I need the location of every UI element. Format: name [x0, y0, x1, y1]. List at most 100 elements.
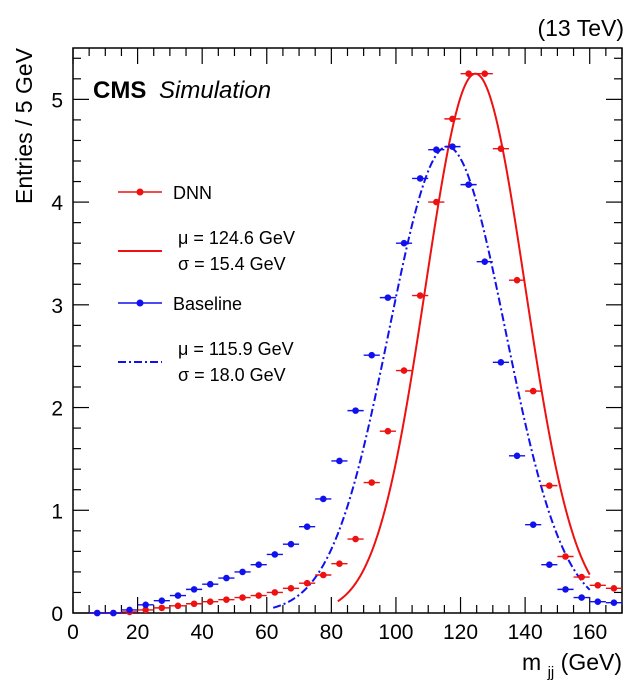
- baseline-point: [562, 586, 569, 593]
- dnn-point: [465, 70, 472, 77]
- x-tick-label: 160: [572, 621, 607, 644]
- x-axis-label-main: m: [522, 649, 541, 675]
- baseline-point: [271, 551, 279, 558]
- dnn-point: [174, 602, 182, 610]
- data-points: [89, 70, 622, 617]
- dnn-point: [368, 479, 376, 486]
- x-tick-label: 20: [126, 621, 149, 644]
- baseline-point: [142, 601, 149, 609]
- dnn-point: [206, 598, 214, 605]
- x-tick-label: 60: [255, 621, 278, 644]
- x-axis-label-subscript: jj: [547, 664, 555, 681]
- baseline-point: [126, 606, 133, 614]
- baseline-point: [400, 239, 408, 247]
- dnn-point: [433, 198, 440, 206]
- y-tick-label: 3: [51, 295, 63, 318]
- fit-curves: [272, 72, 591, 609]
- x-tick-label: 100: [378, 621, 413, 644]
- legend: DNN μ = 124.6 GeV σ = 15.4 GeV Baseline …: [118, 183, 295, 385]
- baseline-point: [303, 523, 311, 531]
- dnn-point: [255, 592, 262, 599]
- x-tick-label: 40: [190, 621, 213, 644]
- dnn-point: [449, 115, 456, 123]
- y-tick-label: 4: [51, 192, 63, 215]
- baseline-point: [255, 561, 262, 569]
- baseline-point: [336, 457, 343, 465]
- legend-baseline-mu: μ = 115.9 GeV: [178, 339, 294, 359]
- y-axis-label: Entries / 5 GeV: [11, 47, 37, 204]
- dnn-point: [239, 594, 246, 601]
- baseline-point: [594, 598, 602, 605]
- dnn-point: [158, 604, 166, 612]
- dnn-point: [223, 596, 230, 603]
- legend-dnn-marker-dot: [136, 188, 144, 196]
- dnn-point: [400, 367, 408, 374]
- baseline-point: [433, 146, 440, 153]
- baseline-point: [416, 175, 424, 182]
- legend-baseline-sigma: σ = 18.0 GeV: [178, 365, 286, 385]
- dnn-point: [546, 482, 553, 489]
- dnn-point: [303, 579, 311, 587]
- baseline-point: [174, 592, 182, 599]
- baseline-point: [497, 359, 505, 366]
- cms-label-italic: Simulation: [159, 77, 271, 104]
- baseline-point: [110, 609, 117, 617]
- baseline-point: [93, 609, 101, 617]
- baseline-point: [610, 599, 618, 607]
- dnn-point: [271, 589, 279, 596]
- y-tick-label: 5: [51, 89, 63, 112]
- baseline-point: [190, 586, 198, 593]
- legend-baseline-label: Baseline: [173, 294, 242, 314]
- dnn-point: [481, 70, 489, 77]
- baseline-point: [384, 294, 392, 301]
- dnn-point: [287, 585, 295, 592]
- dnn-point: [336, 560, 343, 567]
- baseline-point: [513, 452, 521, 460]
- dnn-point: [594, 581, 602, 589]
- x-axis-label: m jj (GeV): [522, 649, 622, 682]
- dnn-point: [384, 427, 392, 435]
- x-tick-label: 80: [320, 621, 343, 644]
- dnn-point: [142, 606, 149, 614]
- legend-dnn-mu: μ = 124.6 GeV: [178, 228, 295, 248]
- x-tick-label: 120: [443, 621, 478, 644]
- baseline-point: [223, 574, 230, 582]
- y-tick-label: 0: [51, 603, 63, 626]
- legend-baseline-marker-dot: [136, 299, 144, 307]
- legend-dnn-label: DNN: [173, 183, 212, 203]
- y-tick-label: 1: [51, 500, 63, 523]
- dnn-point: [352, 535, 359, 543]
- cms-label-bold: CMS: [93, 77, 146, 104]
- baseline-point: [206, 580, 214, 588]
- baseline-point: [158, 597, 166, 604]
- dnn-point: [416, 292, 424, 299]
- dnn-point: [610, 585, 618, 592]
- baseline-point: [481, 258, 489, 265]
- legend-dnn-sigma: σ = 15.4 GeV: [178, 254, 286, 274]
- baseline-point: [546, 561, 553, 569]
- y-tick-label: 2: [51, 398, 63, 421]
- dnn-point: [319, 571, 327, 579]
- x-tick-label: 0: [67, 621, 79, 644]
- axis-tick-labels: 0 20 40 60 80 100 120 140 160 0 1 2 3 4 5: [51, 89, 607, 644]
- dnn-point: [578, 573, 585, 581]
- baseline-point: [578, 594, 585, 601]
- x-axis-label-unit: (GeV): [561, 649, 622, 675]
- baseline-point: [449, 143, 456, 150]
- baseline-point: [368, 351, 376, 359]
- cms-label: CMS Simulation: [93, 77, 271, 104]
- baseline-point: [319, 495, 327, 503]
- baseline-point: [239, 568, 246, 576]
- baseline-fit-curve: [272, 145, 591, 609]
- dnn-fit-curve: [337, 72, 591, 603]
- dnn-point: [190, 600, 198, 608]
- dnn-point: [513, 276, 521, 284]
- dnn-point: [497, 145, 505, 152]
- dnn-point: [529, 387, 537, 395]
- baseline-point: [465, 181, 472, 188]
- baseline-point: [352, 407, 359, 414]
- baseline-point: [287, 540, 295, 548]
- x-tick-label: 140: [508, 621, 543, 644]
